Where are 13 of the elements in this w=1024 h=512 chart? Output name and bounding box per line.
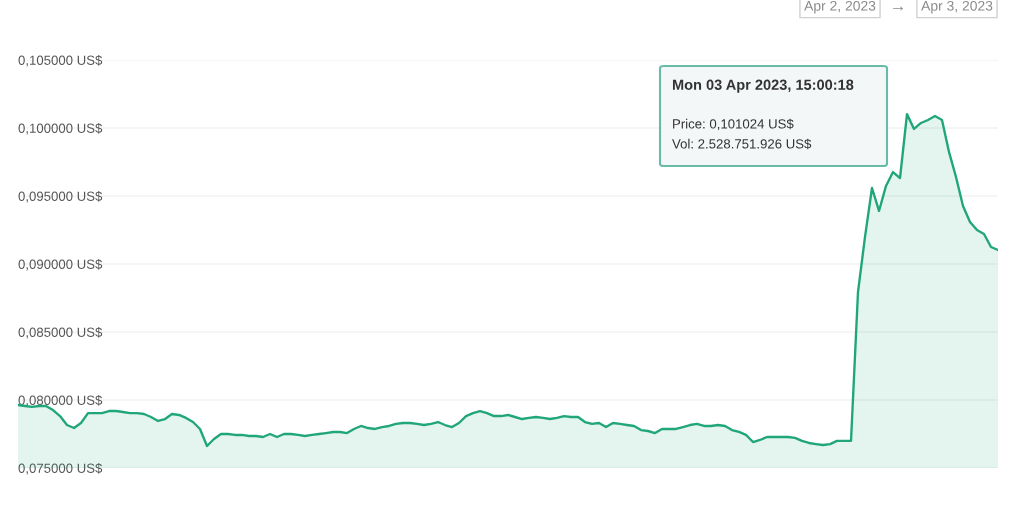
y-tick-label: 0,090000 US$ (18, 259, 103, 271)
annotation: Mon 03 Apr 2023, 15:00:18 (672, 79, 854, 93)
y-tick-label: 0,080000 US$ (18, 395, 103, 407)
text: Apr 3, 2023 (921, 0, 993, 14)
y-tick-label: 0,105000 US$ (18, 55, 103, 67)
text: → (893, 6, 903, 11)
y-tick-label: 0,100000 US$ (18, 123, 103, 135)
text: Apr 2, 2023 (804, 0, 876, 14)
y-tick-label: 0,095000 US$ (18, 191, 103, 203)
y-tick-label: 0,075000 US$ (18, 463, 103, 475)
annotation: Vol: 2.528.751.926 US$ (672, 138, 812, 150)
y-tick-label: 0,085000 US$ (18, 327, 103, 339)
annotation: Price: 0,101024 US$ (673, 118, 794, 131)
